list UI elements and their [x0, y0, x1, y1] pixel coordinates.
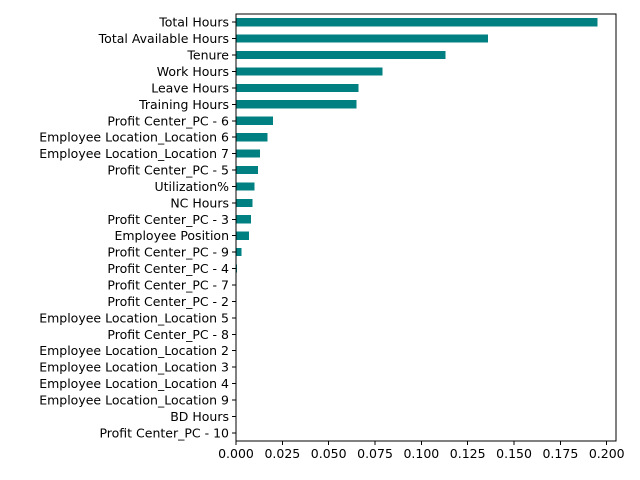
category-label-24: BD Hours: [170, 409, 229, 424]
category-label-5: Training Hours: [138, 97, 229, 112]
bar-12: [236, 215, 251, 224]
bar-9: [236, 165, 259, 175]
category-label-20: Employee Location_Location 2: [39, 343, 229, 358]
category-label-13: Employee Position: [114, 228, 229, 243]
category-label-12: Profit Center_PC - 3: [107, 212, 229, 227]
x-tick-label-7: 0.175: [542, 446, 578, 461]
category-label-10: Utilization%: [154, 179, 229, 194]
category-label-1: Total Available Hours: [98, 31, 229, 46]
bars-layer: [236, 18, 598, 405]
bar-2: [236, 50, 446, 60]
category-label-23: Employee Location_Location 9: [39, 392, 229, 407]
bar-14: [236, 248, 242, 257]
x-tick-label-4: 0.100: [403, 446, 439, 461]
category-label-2: Tenure: [186, 48, 229, 63]
category-label-8: Employee Location_Location 7: [39, 146, 229, 161]
bar-11: [236, 198, 253, 207]
bar-6: [236, 116, 274, 125]
plot-frame: [235, 13, 617, 442]
category-label-15: Profit Center_PC - 4: [107, 261, 229, 276]
bar-7: [236, 133, 268, 142]
category-label-16: Profit Center_PC - 7: [107, 277, 229, 292]
bar-13: [236, 231, 249, 240]
x-axis-ticks: 0.000 0.025 0.050 0.075 0.100 0.125 0.150 0.175…: [218, 441, 625, 461]
bar-1: [236, 34, 489, 43]
category-label-6: Profit Center_PC - 6: [107, 113, 229, 128]
category-label-3: Work Hours: [157, 64, 229, 79]
bar-3: [236, 67, 383, 76]
category-label-22: Employee Location_Location 4: [39, 376, 229, 391]
category-label-14: Profit Center_PC - 9: [107, 245, 229, 260]
x-tick-label-6: 0.150: [496, 446, 532, 461]
category-label-21: Employee Location_Location 3: [39, 360, 229, 375]
bar-8: [236, 149, 261, 158]
category-label-25: Profit Center_PC - 10: [99, 425, 229, 440]
x-tick-label-0: 0.000: [218, 446, 254, 461]
category-label-0: Total Hours: [158, 15, 229, 30]
category-label-18: Employee Location_Location 5: [39, 310, 229, 325]
x-tick-label-2: 0.050: [311, 446, 347, 461]
category-label-17: Profit Center_PC - 2: [107, 294, 229, 309]
category-label-11: NC Hours: [170, 195, 229, 210]
bar-5: [236, 100, 357, 109]
category-label-19: Profit Center_PC - 8: [107, 327, 229, 342]
x-tick-label-8: 0.200: [589, 446, 625, 461]
bar-4: [236, 83, 359, 93]
x-tick-label-3: 0.075: [357, 446, 393, 461]
category-label-7: Employee Location_Location 6: [39, 130, 229, 145]
category-label-4: Leave Hours: [151, 80, 229, 95]
bar-0: [236, 18, 598, 27]
category-label-9: Profit Center_PC - 5: [107, 163, 229, 178]
x-tick-label-5: 0.125: [450, 446, 486, 461]
x-tick-label-1: 0.025: [264, 446, 300, 461]
bar-10: [236, 182, 255, 191]
